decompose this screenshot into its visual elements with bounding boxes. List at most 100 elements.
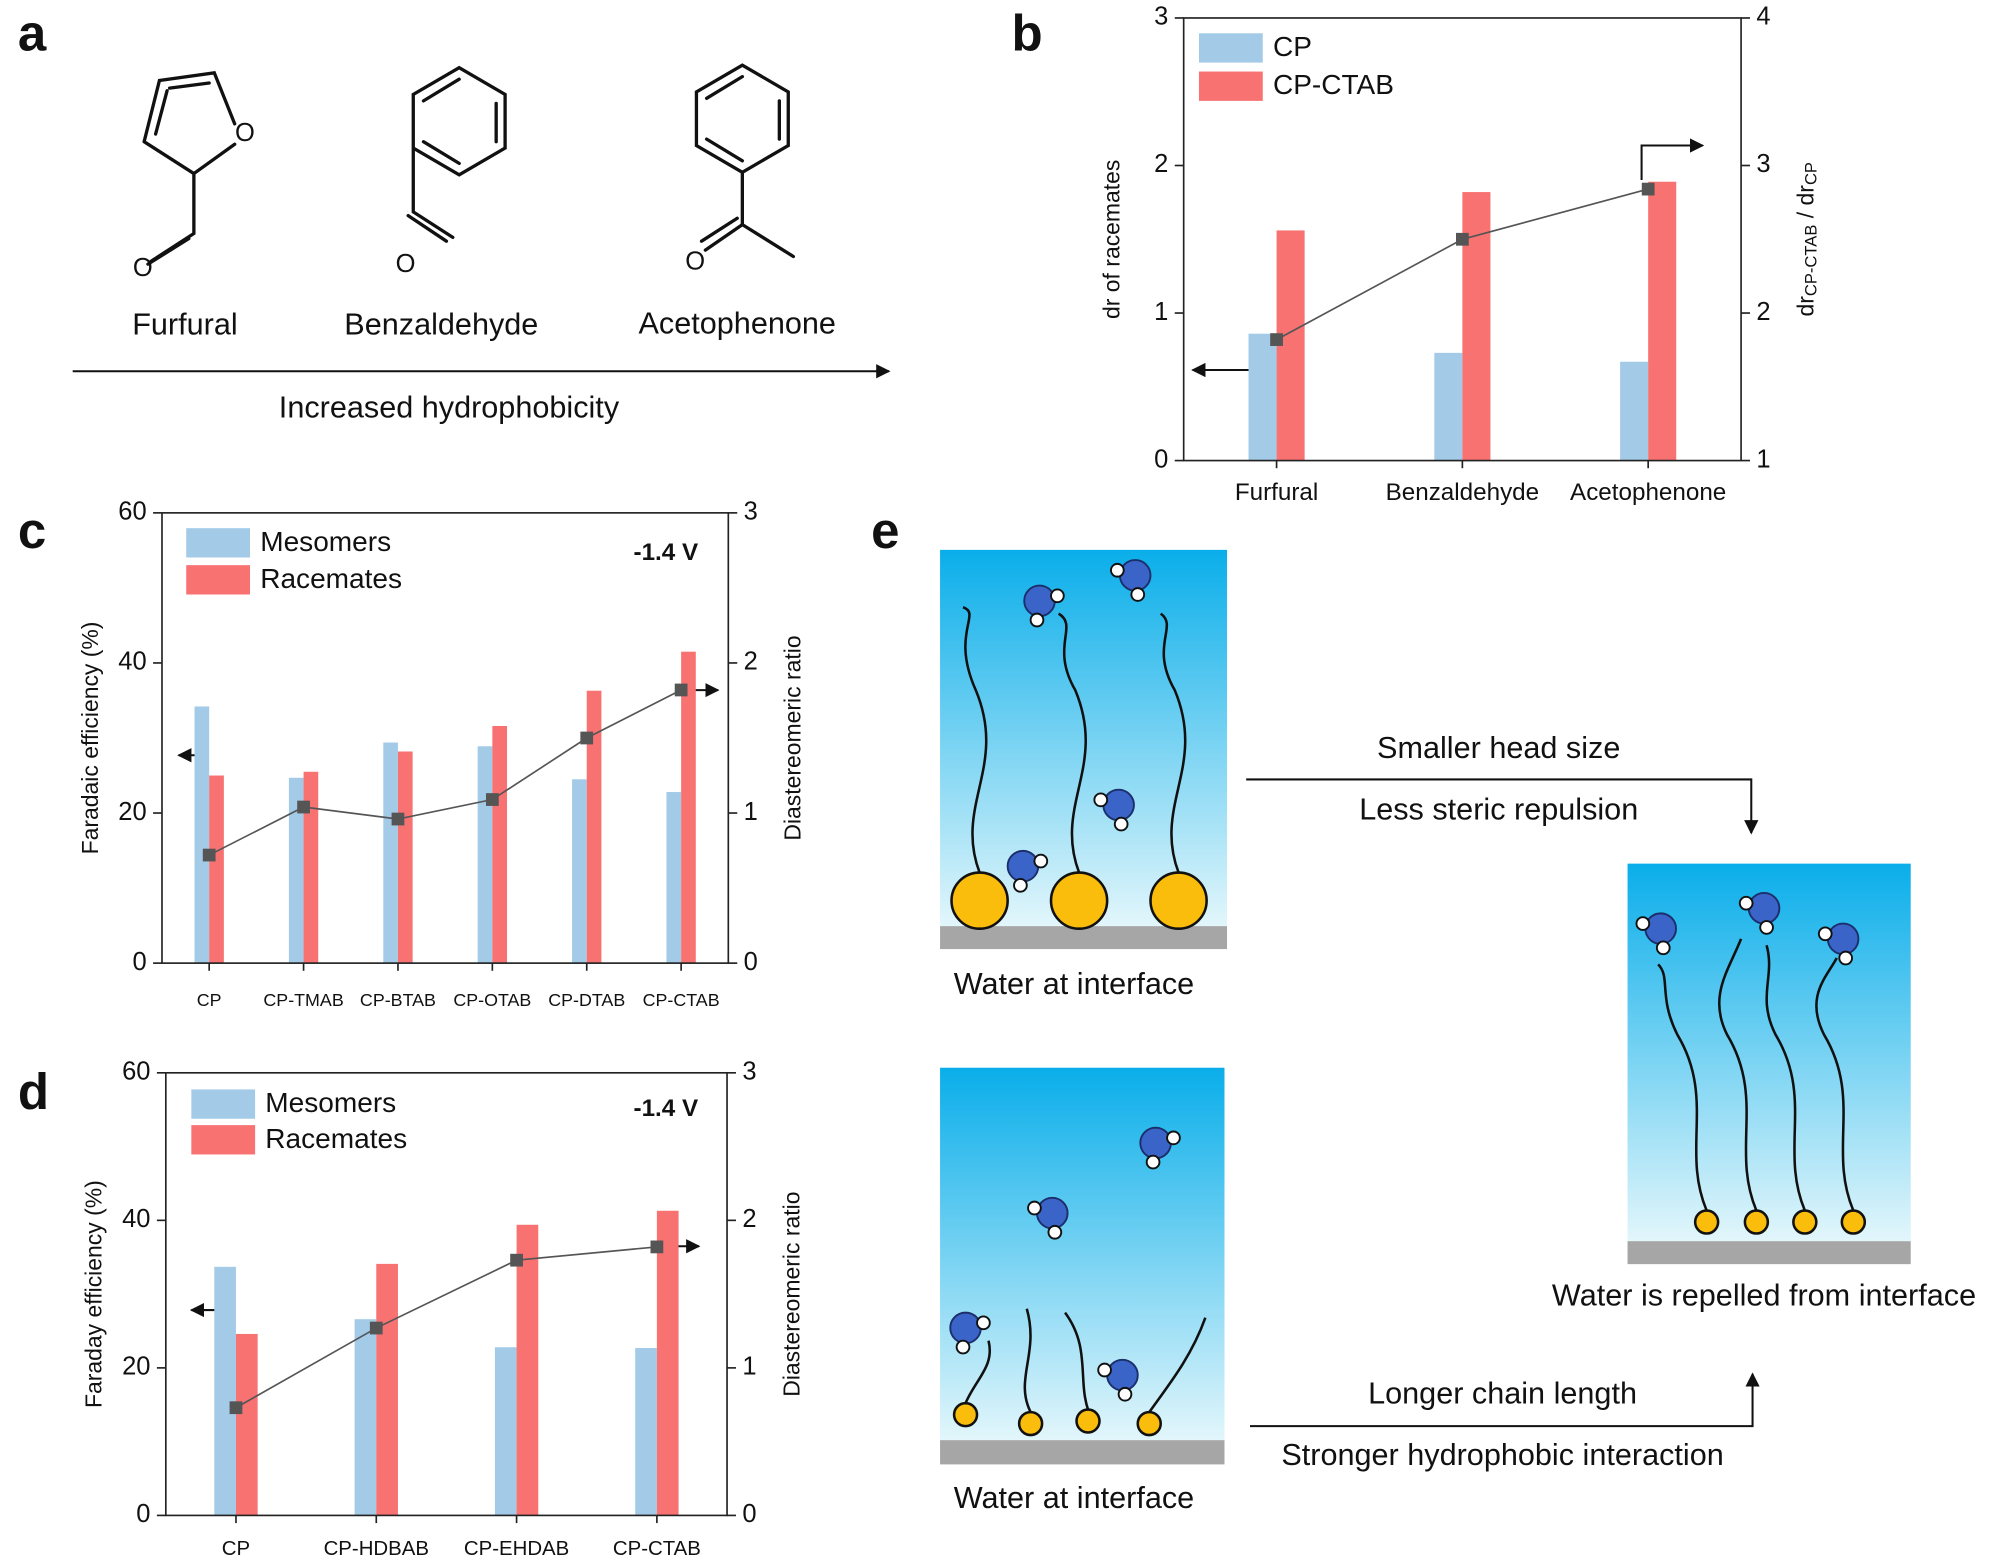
surfactant-head (1017, 1410, 1044, 1437)
panel-label: c (18, 502, 46, 559)
y-tick-label: 0 (1154, 445, 1168, 473)
surfactant-chain (964, 1340, 992, 1404)
ratio-point (485, 793, 499, 806)
y-tick-label: 0 (136, 1500, 150, 1528)
water-oxygen (1106, 1358, 1139, 1392)
panel-label: e (871, 502, 899, 559)
y-tick-label: 3 (1154, 3, 1168, 31)
bar (681, 651, 696, 964)
bar (354, 1319, 377, 1516)
ratio-point (1270, 333, 1283, 346)
x-tick-label: CP-CTAB (643, 990, 720, 1010)
electrode (1627, 1241, 1911, 1265)
ratio-line (208, 689, 682, 856)
y-axis-label: Faraday efficiency (%) (81, 1180, 107, 1408)
surfactant-chain (962, 606, 988, 874)
benzaldehyde-structure: O (396, 65, 507, 278)
process-label: Smaller head size (1377, 731, 1620, 765)
water-hydrogen (1050, 588, 1065, 604)
y2-axis-label-part: CP (1802, 162, 1821, 185)
y2-tick-label: 1 (1756, 445, 1770, 473)
bar (1620, 361, 1649, 461)
x-tick-label: CP-CTAB (613, 1538, 701, 1560)
legend-swatch (191, 1089, 256, 1119)
y-tick-label: 1 (1154, 298, 1168, 326)
surfactant-chain (1023, 1308, 1032, 1413)
state-label: Water at interface (954, 1481, 1194, 1515)
y2-tick-label: 3 (744, 498, 758, 526)
legend-swatch (1198, 71, 1263, 101)
water-oxygen (1118, 559, 1152, 592)
water-oxygen (1644, 912, 1677, 945)
legend-swatch (191, 1125, 256, 1155)
water-hydrogen (1013, 877, 1028, 893)
bar (194, 706, 210, 964)
y-axis-label: dr of racemates (1099, 160, 1125, 319)
bar (303, 771, 319, 964)
bar (1434, 352, 1463, 461)
bar (288, 777, 304, 964)
ratio-point (580, 731, 594, 745)
water-hydrogen (1635, 916, 1651, 931)
water-hydrogen (1655, 940, 1671, 956)
bar (376, 1263, 398, 1516)
ratio-point (1455, 232, 1469, 246)
bar (209, 775, 224, 964)
surfactant-head (1693, 1209, 1720, 1235)
legend-swatch (1198, 33, 1263, 63)
surfactant-head (950, 871, 1009, 930)
surfactant-head (952, 1401, 979, 1428)
x-tick-label: CP-BTAB (360, 990, 436, 1010)
plot-frame (161, 512, 730, 964)
y2-tick-label: 0 (744, 948, 758, 976)
y2-tick-label: 0 (742, 1500, 756, 1528)
surfactant-chain (1657, 963, 1708, 1212)
ratio-point (650, 1240, 664, 1254)
interface-schematic (940, 549, 1911, 1465)
ratio-point (510, 1253, 523, 1267)
molecule-name: Acetophenone (639, 306, 836, 340)
ratio-point (297, 800, 310, 814)
water-hydrogen (1738, 895, 1754, 911)
bar (586, 690, 602, 964)
ratio-point (369, 1321, 383, 1335)
panel-label: b (1011, 5, 1042, 62)
bar (397, 751, 413, 964)
water-hydrogen (1047, 1224, 1063, 1240)
atom-label: O (685, 248, 705, 276)
legend-swatch (186, 528, 250, 558)
ratio-point (229, 1401, 243, 1415)
result-label: Water is repelled from interface (1552, 1278, 1976, 1312)
state-label: Water at interface (954, 967, 1194, 1001)
process-label: Longer chain length (1368, 1377, 1637, 1411)
legend-label: Mesomers (260, 526, 391, 557)
atom-label: O (235, 119, 255, 147)
bar (516, 1224, 539, 1516)
surfactant-chain (1815, 957, 1855, 1212)
acetophenone-structure: O (685, 63, 796, 276)
y2-tick-label: 2 (742, 1205, 756, 1233)
surfactant-head (1136, 1410, 1162, 1437)
bar (656, 1210, 679, 1516)
y2-axis-label: Diastereomeric ratio (778, 1192, 804, 1397)
process-label: Less steric repulsion (1359, 792, 1638, 826)
water-hydrogen (955, 1339, 971, 1355)
water-hydrogen (1838, 950, 1853, 966)
y2-axis-label-part: Diastereomeric ratio (778, 1192, 804, 1397)
x-tick-label: CP-OTAB (453, 990, 531, 1010)
y-tick-label: 20 (122, 1353, 150, 1381)
surfactant-head (1743, 1209, 1770, 1235)
plot-frame (164, 1071, 728, 1517)
legend-label: Racemates (260, 563, 402, 594)
water-hydrogen (1130, 587, 1146, 602)
water-box (940, 549, 1228, 927)
water-hydrogen (1110, 562, 1125, 578)
process-label: Stronger hydrophobic interaction (1281, 1438, 1723, 1472)
surfactant-head (1149, 871, 1208, 930)
y2-tick-label: 1 (742, 1353, 756, 1381)
bar (1648, 181, 1677, 461)
x-tick-label: CP-TMAB (263, 990, 343, 1010)
y2-axis-label-part: / dr (1792, 185, 1818, 225)
water-hydrogen (1145, 1154, 1161, 1170)
